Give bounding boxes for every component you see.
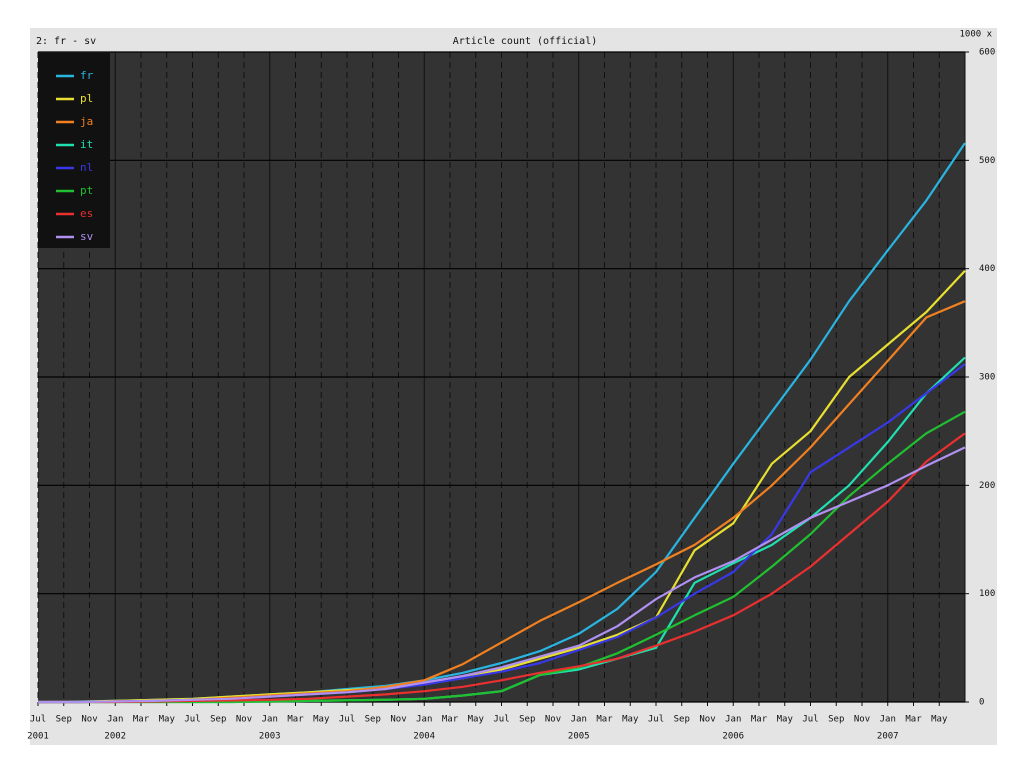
- x-tick-label: Jul: [802, 715, 818, 725]
- x-tick-label: Nov: [545, 715, 561, 725]
- y-tick-label: 400: [979, 264, 995, 274]
- legend-label: sv: [80, 230, 94, 243]
- legend-label: it: [80, 138, 93, 151]
- x-tick-label: Sep: [210, 715, 226, 725]
- legend-label: ja: [80, 115, 93, 128]
- x-tick-label: Sep: [365, 715, 381, 725]
- x-tick-label: Jul: [648, 715, 664, 725]
- x-tick-label: Jul: [184, 715, 200, 725]
- x-year-label: 2005: [568, 732, 590, 742]
- x-tick-label: Jan: [725, 715, 741, 725]
- x-year-label: 2006: [722, 732, 744, 742]
- y-tick-label: 500: [979, 156, 995, 166]
- x-year-label: 2007: [877, 732, 899, 742]
- x-tick-label: Sep: [828, 715, 844, 725]
- x-tick-label: Jan: [262, 715, 278, 725]
- x-tick-label: Nov: [81, 715, 97, 725]
- x-tick-label: Nov: [390, 715, 406, 725]
- x-tick-label: Jan: [880, 715, 896, 725]
- x-tick-label: Nov: [854, 715, 870, 725]
- x-tick-label: May: [159, 715, 176, 725]
- x-tick-label: Mar: [905, 715, 922, 725]
- x-tick-label: Sep: [56, 715, 72, 725]
- y-tick-label: 300: [979, 373, 995, 383]
- x-year-label: 2001: [27, 732, 49, 742]
- x-tick-label: Jan: [107, 715, 123, 725]
- y-tick-label: 0: [979, 698, 984, 708]
- x-tick-label: May: [313, 715, 330, 725]
- y-tick-label: 200: [979, 481, 995, 491]
- x-tick-label: Mar: [442, 715, 459, 725]
- legend-label: pt: [80, 184, 93, 197]
- x-tick-label: Jul: [493, 715, 509, 725]
- x-tick-label: Mar: [133, 715, 150, 725]
- x-tick-label: Jul: [339, 715, 355, 725]
- x-tick-label: Mar: [751, 715, 768, 725]
- legend-label: es: [80, 207, 93, 220]
- y-tick-label: 100: [979, 589, 995, 599]
- x-tick-label: Sep: [674, 715, 690, 725]
- x-tick-label: Mar: [287, 715, 304, 725]
- x-tick-label: May: [777, 715, 794, 725]
- x-year-label: 2002: [104, 732, 126, 742]
- x-tick-label: Sep: [519, 715, 535, 725]
- x-year-label: 2003: [259, 732, 281, 742]
- x-tick-label: May: [468, 715, 485, 725]
- x-tick-label: May: [931, 715, 948, 725]
- x-tick-label: Jan: [416, 715, 432, 725]
- x-tick-label: Nov: [236, 715, 252, 725]
- y-unit-label: 1000 x: [959, 30, 992, 40]
- chart-title: Article count (official): [453, 36, 598, 47]
- x-year-label: 2004: [413, 732, 435, 742]
- x-tick-label: Mar: [596, 715, 613, 725]
- y-tick-label: 600: [979, 48, 995, 58]
- x-tick-label: Jan: [571, 715, 587, 725]
- x-tick-label: May: [622, 715, 639, 725]
- legend-label: nl: [80, 161, 93, 174]
- series-line: [38, 446, 966, 704]
- x-tick-label: Jul: [30, 715, 46, 725]
- legend-box: [38, 52, 110, 248]
- legend-label: fr: [80, 69, 94, 82]
- legend-label: pl: [80, 92, 93, 105]
- x-tick-label: Nov: [699, 715, 715, 725]
- chart-subtitle: 2: fr - sv: [36, 36, 96, 47]
